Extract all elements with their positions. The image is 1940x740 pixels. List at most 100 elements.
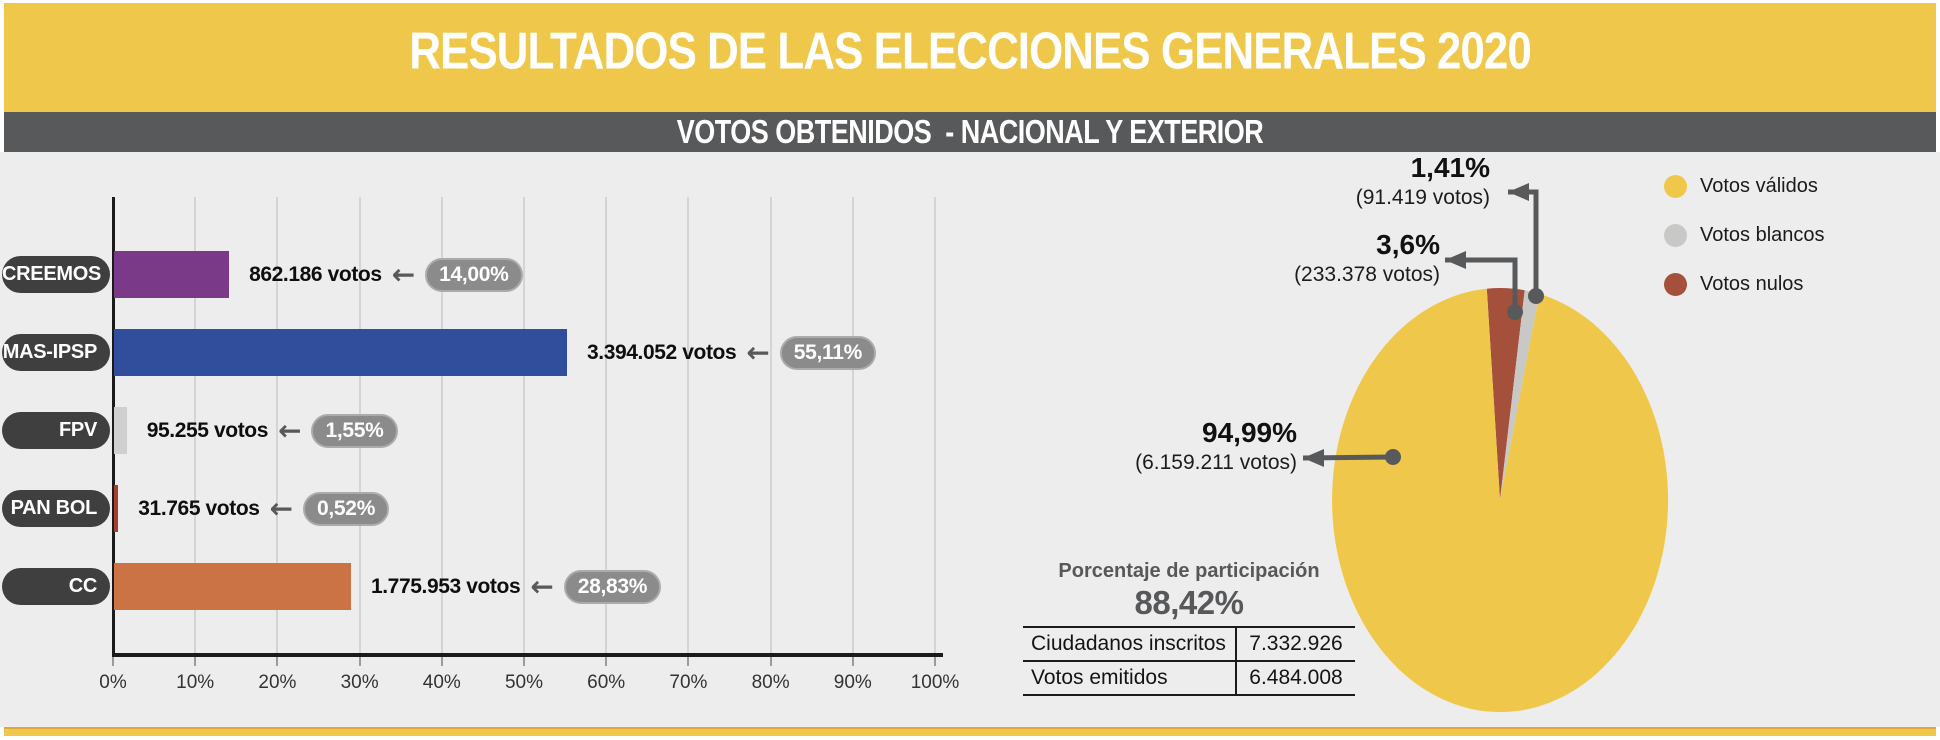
subtitle-text: VOTOS OBTENIDOS - NACIONAL Y EXTERIOR — [676, 113, 1264, 151]
legend-label: Votos nulos — [1700, 273, 1804, 295]
gridline-50% — [523, 197, 525, 656]
table-row: Ciudadanos inscritos 7.332.926 — [1023, 626, 1355, 660]
table-row: Votos emitidos 6.484.008 — [1023, 660, 1355, 696]
bar-label-mas-ipsp: MAS-IPSP — [2, 334, 110, 371]
gridline-80% — [769, 197, 772, 656]
participation-table: Ciudadanos inscritos 7.332.926 Votos emi… — [1023, 626, 1355, 696]
pie-slice-votos-blancos — [1500, 290, 1540, 500]
pie-slice-votos-nulos — [1486, 288, 1525, 500]
bar-label-fpv: FPV — [2, 412, 110, 449]
votes-count-label: 3.394.052 votos — [587, 340, 737, 364]
pie-slice-votos-v-lidos — [1332, 288, 1669, 713]
x-axis-tickmark — [934, 657, 936, 666]
x-axis-tickmark — [194, 657, 197, 666]
x-axis-line — [112, 653, 943, 657]
table-cell-value: 7.332.926 — [1235, 628, 1355, 660]
callout-votos-nulos: 3,6% (233.378 votos) — [1294, 229, 1440, 288]
bar-value-group: 862.186 votos ← 14,00% — [249, 251, 523, 298]
bar-value-group: 3.394.052 votos ← 55,11% — [587, 329, 876, 376]
callout-pct: 1,41% — [1410, 152, 1490, 183]
bar-pan-bol — [114, 485, 119, 532]
callout-pct: 94,99% — [1202, 417, 1297, 448]
bar-mas-ipsp — [114, 329, 567, 376]
gridline-100% — [934, 197, 936, 656]
gridline-20% — [276, 197, 279, 656]
percentage-badge: 55,11% — [779, 335, 876, 370]
x-axis-tick-label: 70% — [669, 672, 708, 693]
header-band: RESULTADOS DE LAS ELECCIONES GENERALES 2… — [4, 3, 1936, 112]
participation-title: Porcentaje de participación — [1058, 560, 1320, 582]
leader-line-votos-nulos — [1445, 257, 1518, 312]
gridline-70% — [687, 197, 690, 656]
votes-count-label: 31.765 votos — [138, 496, 260, 520]
leader-dot-votos-blancos — [1528, 288, 1544, 304]
leader-dot-votos-validos — [1385, 449, 1401, 465]
callout-votos-blancos: 1,41% (91.419 votos) — [1355, 152, 1490, 211]
subtitle-band: VOTOS OBTENIDOS - NACIONAL Y EXTERIOR — [4, 112, 1936, 152]
percentage-badge: 1,55% — [311, 413, 398, 448]
bottom-accent-strip — [4, 727, 1936, 736]
gridline-10% — [194, 197, 197, 656]
leader-dot-votos-nulos — [1507, 304, 1523, 320]
pie-legend: Votos válidos Votos blancos Votos nulos — [1664, 162, 1825, 309]
left-arrow-icon: ← — [269, 491, 294, 525]
gridline-40% — [440, 197, 443, 656]
bar-value-group: 1.775.953 votos ← 28,83% — [370, 563, 662, 610]
legend-item-votos-nulos: Votos nulos — [1664, 260, 1825, 309]
x-axis-tick-label: 50% — [504, 672, 544, 693]
votes-count-label: 862.186 votos — [249, 262, 382, 286]
legend-swatch-icon — [1664, 224, 1687, 247]
gridline-60% — [605, 197, 608, 656]
pie-chart-svg — [1302, 183, 1669, 713]
percentage-badge: 0,52% — [303, 491, 390, 526]
page-title: RESULTADOS DE LAS ELECCIONES GENERALES 2… — [409, 22, 1532, 81]
left-arrow-icon: ← — [391, 257, 416, 291]
callout-pct: 3,6% — [1376, 229, 1440, 260]
x-axis-tickmark — [112, 657, 114, 666]
table-cell-label: Ciudadanos inscritos — [1031, 632, 1226, 655]
bar-cc — [114, 563, 351, 610]
callout-votes: (6.159.211 votos) — [1135, 450, 1297, 474]
legend-swatch-icon — [1664, 175, 1687, 198]
x-axis-tickmark — [523, 657, 525, 666]
callout-votos-validos: 94,99% (6.159.211 votos) — [1135, 417, 1297, 476]
bar-fpv — [114, 407, 127, 454]
bar-creemos — [114, 251, 230, 298]
x-axis-tick-label: 0% — [99, 672, 127, 693]
legend-item-votos-v-lidos: Votos válidos — [1664, 162, 1825, 211]
table-cell-label: Votos emitidos — [1031, 666, 1168, 689]
x-axis-tick-label: 30% — [340, 672, 379, 693]
votes-count-label: 95.255 votos — [146, 418, 269, 442]
x-axis-tickmark — [440, 657, 443, 666]
left-arrow-icon: ← — [746, 335, 770, 369]
x-axis-tick-label: 90% — [833, 672, 872, 693]
bar-label-creemos: CREEMOS — [2, 256, 110, 293]
left-arrow-icon: ← — [278, 413, 302, 447]
bar-value-group: 95.255 votos ← 1,55% — [147, 407, 398, 454]
arrowhead-icon-votos-validos — [1303, 449, 1324, 467]
legend-swatch-icon — [1664, 273, 1687, 296]
leader-line-votos-blancos — [1508, 189, 1539, 296]
x-axis-tickmark — [769, 657, 772, 666]
x-axis-tick-label: 10% — [176, 672, 215, 693]
x-axis-tickmark — [358, 657, 361, 666]
x-axis-tick-label: 80% — [751, 672, 790, 693]
percentage-badge: 28,83% — [563, 569, 662, 604]
arrowhead-icon-votos-blancos — [1508, 183, 1529, 201]
legend-label: Votos blancos — [1700, 224, 1825, 246]
table-cell-value: 6.484.008 — [1235, 662, 1355, 694]
x-axis-tickmark — [687, 657, 690, 666]
percentage-badge: 14,00% — [425, 257, 523, 292]
legend-label: Votos válidos — [1700, 175, 1818, 197]
x-axis-tick-label: 100% — [910, 672, 960, 693]
participation-value: 88,42% — [1134, 584, 1244, 621]
votes-count-label: 1.775.953 votos — [370, 574, 521, 598]
callout-votes: (91.419 votos) — [1355, 185, 1490, 209]
left-arrow-icon: ← — [530, 569, 554, 603]
bar-chart: 0% 10% 20% 30% 40% 50% 60% 70% 80% 90% 100% CREEMOS… — [2, 197, 960, 693]
callout-votes: (233.378 votos) — [1294, 262, 1440, 286]
x-axis-tickmark — [276, 657, 279, 666]
x-axis-tickmark — [605, 657, 608, 666]
x-axis-tick-label: 20% — [258, 672, 297, 693]
